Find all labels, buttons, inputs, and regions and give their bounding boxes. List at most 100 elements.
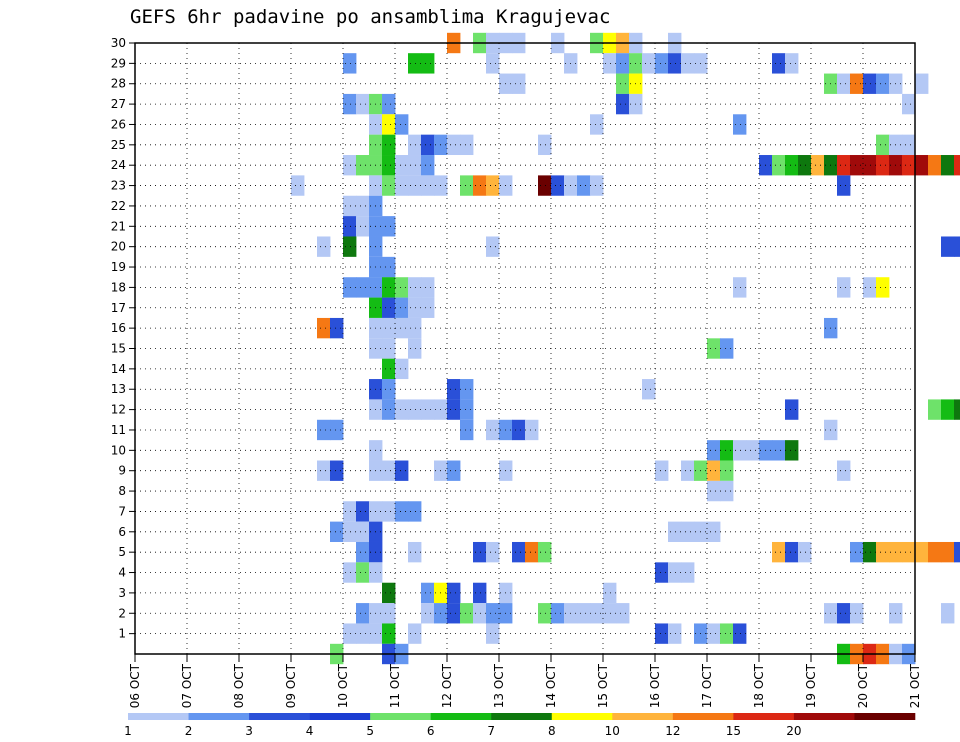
heatmap-cell bbox=[343, 623, 357, 644]
grid-layer bbox=[135, 42, 915, 654]
y-tick-label: 22 bbox=[111, 199, 126, 213]
heatmap-cell bbox=[616, 93, 630, 115]
heatmap-cell bbox=[837, 73, 851, 94]
x-tick-label: 19 OCT bbox=[804, 663, 818, 708]
heatmap-cell bbox=[733, 440, 747, 461]
y-tick-label: 18 bbox=[111, 280, 126, 294]
heatmap-cell bbox=[876, 134, 890, 156]
heatmap-cell bbox=[733, 623, 747, 644]
colorbar-swatch bbox=[370, 713, 431, 720]
heatmap-cell bbox=[850, 155, 864, 176]
y-tick-label: 12 bbox=[111, 403, 126, 417]
x-tick-label: 16 OCT bbox=[648, 663, 662, 708]
y-tick-label: 10 bbox=[111, 443, 126, 457]
heatmap-cell bbox=[486, 175, 500, 196]
y-tick-label: 16 bbox=[111, 321, 126, 335]
colorbar-label: 20 bbox=[786, 724, 801, 738]
colorbar-swatch bbox=[430, 713, 492, 720]
chart-title: GEFS 6hr padavine po ansamblima Kragujev… bbox=[130, 6, 611, 28]
heatmap-cell bbox=[590, 114, 604, 135]
heatmap-cell bbox=[954, 399, 960, 420]
heatmap-cell bbox=[382, 256, 396, 278]
heatmap-cell bbox=[486, 419, 500, 441]
heatmap-cell bbox=[590, 175, 604, 196]
heatmap-cell bbox=[642, 53, 656, 74]
heatmap-cell bbox=[512, 419, 526, 441]
colorbar-swatch bbox=[309, 713, 371, 720]
x-tick-label: 14 OCT bbox=[544, 663, 558, 708]
heatmap-cell bbox=[720, 623, 734, 644]
y-tick-label: 11 bbox=[111, 423, 126, 437]
colorbar-label: 7 bbox=[487, 724, 495, 738]
heatmap-cell bbox=[356, 501, 370, 522]
heatmap-cell bbox=[642, 379, 656, 400]
heatmap-cell bbox=[395, 460, 409, 481]
x-axis: 06 OCT 07 OCT 08 OCT 09 OCT 10 OCT 11 OCT 12 O… bbox=[128, 654, 922, 708]
heatmap-cell bbox=[343, 216, 357, 237]
heatmap-cell bbox=[382, 277, 396, 298]
heatmap-cell bbox=[538, 541, 552, 563]
heatmap-cell bbox=[408, 297, 422, 318]
heatmap-cell bbox=[876, 155, 890, 176]
heatmap-cell bbox=[317, 460, 331, 481]
colorbar-label: 4 bbox=[306, 724, 314, 738]
colorbar-swatch bbox=[793, 713, 855, 720]
heatmap-cell bbox=[837, 460, 851, 481]
heatmap-cell bbox=[915, 73, 929, 94]
y-tick-label: 20 bbox=[111, 240, 126, 254]
heatmap-cell bbox=[486, 236, 500, 257]
heatmap-cell bbox=[356, 562, 370, 583]
heatmap-cell bbox=[421, 603, 435, 624]
y-tick-label: 23 bbox=[111, 179, 126, 193]
heatmap-cell bbox=[551, 175, 565, 196]
heatmap-cell bbox=[447, 134, 461, 156]
heatmap-cell bbox=[395, 317, 409, 339]
heatmap-cell bbox=[408, 53, 422, 74]
heatmap-cell bbox=[330, 521, 344, 542]
heatmap-cell bbox=[382, 399, 396, 420]
y-tick-label: 9 bbox=[118, 464, 126, 478]
heatmap-cell bbox=[460, 419, 474, 441]
y-tick-label: 2 bbox=[118, 606, 126, 620]
y-tick-label: 5 bbox=[118, 545, 126, 559]
heatmap-cell bbox=[382, 460, 396, 481]
y-tick-label: 15 bbox=[111, 342, 126, 356]
heatmap-cell bbox=[590, 603, 604, 624]
heatmap-cell bbox=[707, 440, 721, 461]
heatmap-cell bbox=[408, 541, 422, 563]
heatmap-cell bbox=[343, 155, 357, 176]
heatmap-cell bbox=[733, 277, 747, 298]
heatmap-cell bbox=[655, 460, 669, 481]
y-tick-label: 21 bbox=[111, 219, 126, 233]
heatmap-cell bbox=[876, 73, 890, 94]
heatmap-cell bbox=[408, 623, 422, 644]
heatmap-cell bbox=[356, 93, 370, 115]
heatmap-cell bbox=[707, 623, 721, 644]
heatmap-cell bbox=[421, 399, 435, 420]
heatmap-cell bbox=[720, 440, 734, 461]
heatmap-cell bbox=[551, 603, 565, 624]
heatmap-cell bbox=[655, 53, 669, 74]
heatmap-cell bbox=[343, 236, 357, 257]
heatmap-cell bbox=[460, 603, 474, 624]
heatmap-cell bbox=[486, 541, 500, 563]
y-tick-label: 30 bbox=[111, 36, 126, 50]
colorbar-swatch bbox=[551, 713, 613, 720]
heatmap-cell bbox=[655, 623, 669, 644]
y-tick-label: 14 bbox=[111, 362, 126, 376]
heatmap-cell bbox=[915, 541, 929, 563]
y-tick-label: 27 bbox=[111, 97, 126, 111]
heatmap-cell bbox=[421, 175, 435, 196]
heatmap-cell bbox=[863, 155, 877, 176]
heatmap-cell bbox=[473, 603, 487, 624]
heatmap-cell bbox=[356, 277, 370, 298]
heatmap-cell bbox=[460, 399, 474, 420]
y-tick-label: 3 bbox=[118, 586, 126, 600]
heatmap-cell bbox=[395, 399, 409, 420]
heatmap-cell bbox=[395, 114, 409, 135]
heatmap-cell bbox=[837, 277, 851, 298]
x-tick-label: 07 OCT bbox=[180, 663, 194, 708]
heatmap-cell bbox=[382, 379, 396, 400]
heatmap-cell bbox=[382, 317, 396, 339]
heatmap-cell bbox=[902, 93, 916, 115]
